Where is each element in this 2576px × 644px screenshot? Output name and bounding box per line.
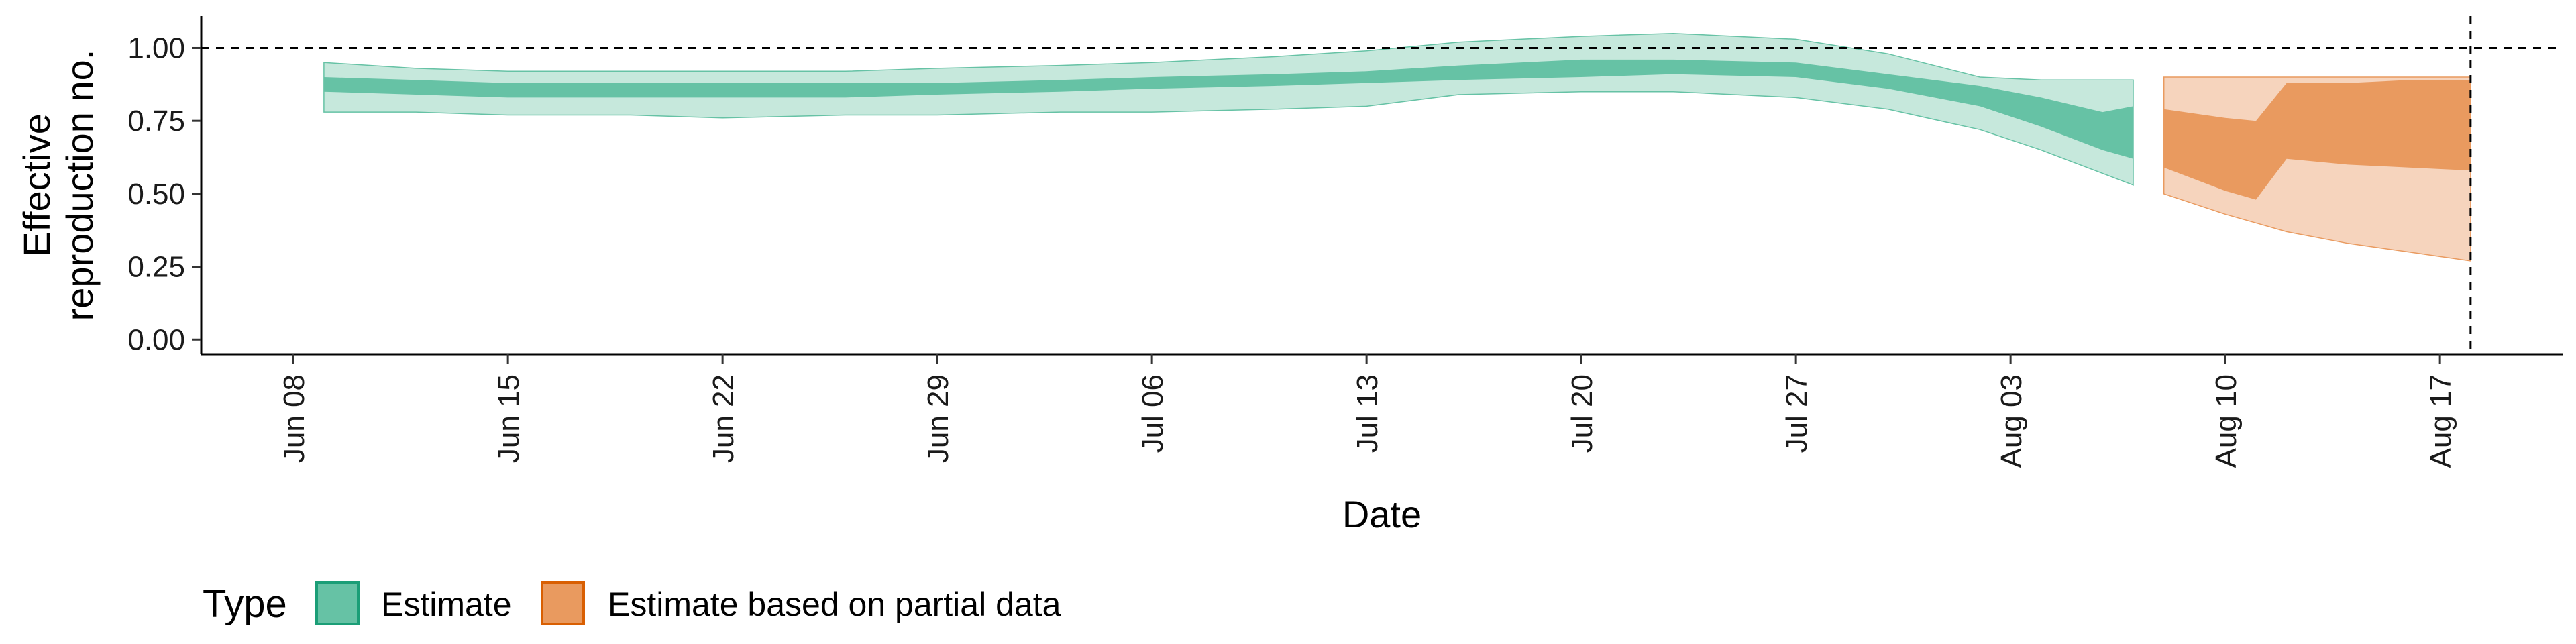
band-50-partial xyxy=(2163,80,2471,200)
y-tick-label: 0.50 xyxy=(127,178,185,211)
x-tick-label: Jun 08 xyxy=(278,374,311,463)
bands xyxy=(323,32,2471,262)
legend: Type Estimate Estimate based on partial … xyxy=(203,581,1061,626)
x-tick-label: Jun 29 xyxy=(922,374,955,463)
axes xyxy=(200,16,2563,356)
x-tick-label: Jul 06 xyxy=(1136,374,1169,453)
reference-lines xyxy=(201,16,2563,354)
x-tick-label: Jul 13 xyxy=(1351,374,1384,453)
y-axis-title-line-2: reproduction no. xyxy=(58,50,101,321)
legend-label-estimate: Estimate xyxy=(381,586,512,623)
x-tick-label: Aug 03 xyxy=(1995,374,2028,468)
y-axis-title-line-1: Effective xyxy=(15,113,58,257)
ticks: 0.00 0.25 0.50 0.75 1.00 Jun 08 Jun 15 Jun 22 Ju… xyxy=(127,32,2457,468)
band-50-estimate xyxy=(323,59,2134,159)
x-axis-title: Date xyxy=(1342,493,1421,535)
x-tick-label: Jun 22 xyxy=(707,374,740,463)
y-tick-label: 0.00 xyxy=(127,323,185,356)
y-tick-label: 0.25 xyxy=(127,251,185,284)
x-tick-label: Jul 27 xyxy=(1780,374,1813,453)
x-tick-label: Jul 20 xyxy=(1566,374,1599,453)
legend-title: Type xyxy=(203,582,287,626)
x-tick-label: Jun 15 xyxy=(492,374,525,463)
x-tick-label: Aug 10 xyxy=(2210,374,2243,468)
y-tick-label: 0.75 xyxy=(127,105,185,138)
y-tick-label: 1.00 xyxy=(127,32,185,64)
band-90-estimate xyxy=(323,32,2134,186)
legend-label-partial: Estimate based on partial data xyxy=(608,586,1061,623)
x-tick-label: Aug 17 xyxy=(2424,374,2457,468)
legend-swatch-partial xyxy=(541,581,585,625)
legend-swatch-estimate xyxy=(315,581,360,625)
